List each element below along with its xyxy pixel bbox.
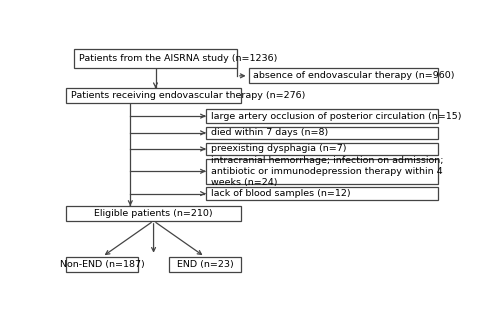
FancyBboxPatch shape <box>206 159 438 184</box>
Text: Eligible patients (n=210): Eligible patients (n=210) <box>94 209 213 218</box>
Text: Non-END (n=187): Non-END (n=187) <box>60 260 144 269</box>
FancyBboxPatch shape <box>169 257 241 272</box>
FancyBboxPatch shape <box>206 109 438 123</box>
Text: intracranial hemorrhage; infection on admission;
antibiotic or immunodepression : intracranial hemorrhage; infection on ad… <box>210 156 443 187</box>
Text: absence of endovascular therapy (n=960): absence of endovascular therapy (n=960) <box>253 71 454 80</box>
Text: lack of blood samples (n=12): lack of blood samples (n=12) <box>210 189 350 198</box>
Text: large artery occlusion of posterior circulation (n=15): large artery occlusion of posterior circ… <box>210 112 461 121</box>
Text: preexisting dysphagia (n=7): preexisting dysphagia (n=7) <box>210 145 346 154</box>
FancyBboxPatch shape <box>66 206 241 221</box>
FancyBboxPatch shape <box>206 143 438 155</box>
FancyBboxPatch shape <box>248 68 438 83</box>
Text: died within 7 days (n=8): died within 7 days (n=8) <box>210 128 328 137</box>
FancyBboxPatch shape <box>206 127 438 139</box>
Text: Patients from the AISRNA study (n=1236): Patients from the AISRNA study (n=1236) <box>79 54 277 63</box>
FancyBboxPatch shape <box>206 187 438 200</box>
Text: END (n=23): END (n=23) <box>176 260 234 269</box>
FancyBboxPatch shape <box>66 88 241 103</box>
FancyBboxPatch shape <box>66 257 138 272</box>
FancyBboxPatch shape <box>74 49 237 68</box>
Text: Patients receiving endovascular therapy (n=276): Patients receiving endovascular therapy … <box>71 91 306 100</box>
